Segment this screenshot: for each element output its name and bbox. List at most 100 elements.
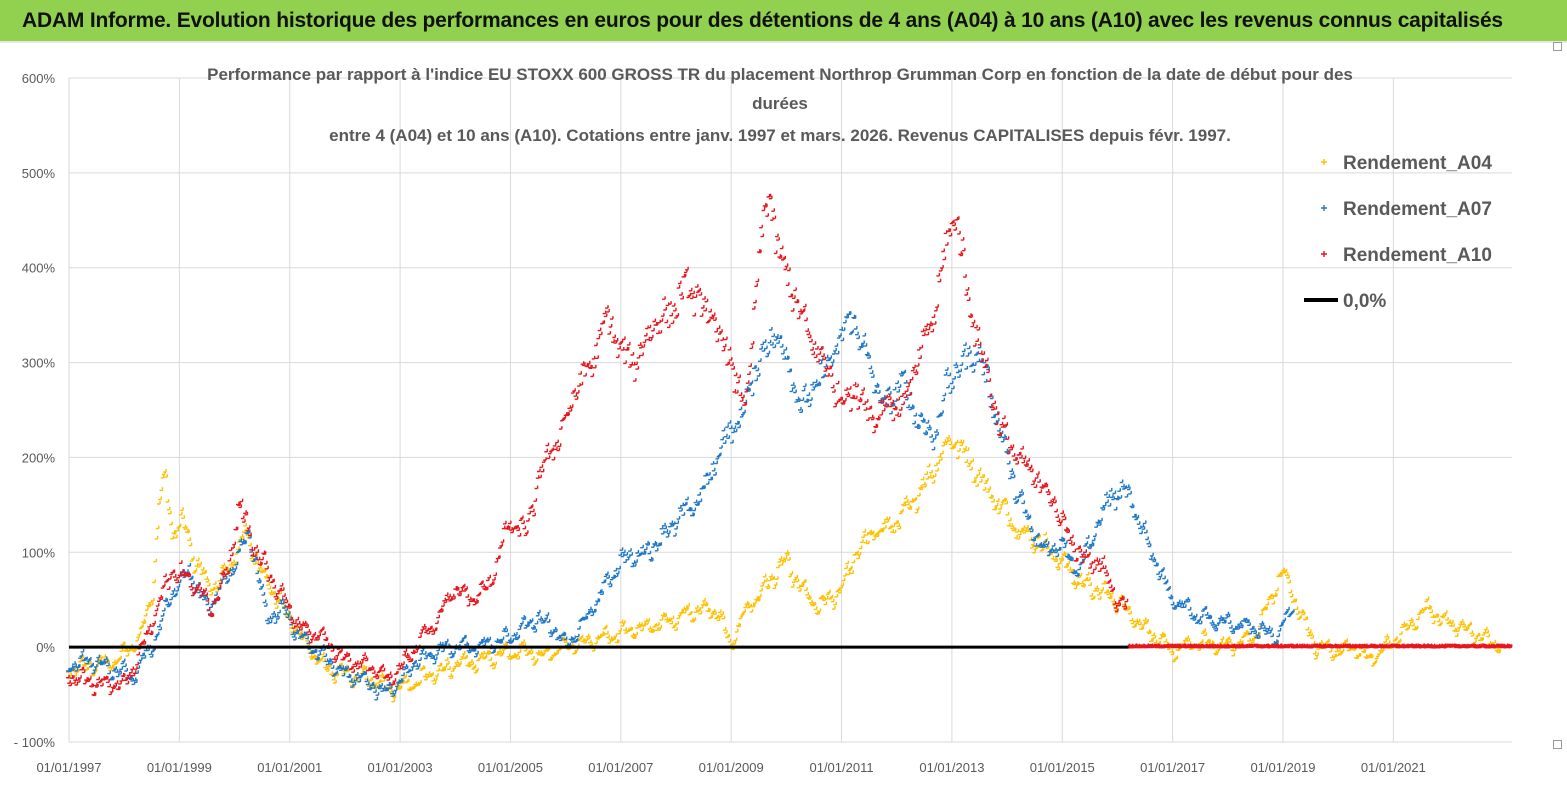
point-a04 xyxy=(727,638,732,643)
point-a10 xyxy=(250,552,255,556)
point-a07 xyxy=(968,350,972,354)
point-a04 xyxy=(1494,647,1499,652)
point-a07 xyxy=(671,521,676,526)
legend-item-a10[interactable]: Rendement_A10 xyxy=(1321,245,1492,266)
point-a07 xyxy=(935,432,939,436)
point-a10 xyxy=(1111,587,1115,591)
point-a10 xyxy=(641,344,646,348)
point-a07 xyxy=(983,378,988,383)
legend-item-zero[interactable]: 0,0% xyxy=(1304,291,1386,312)
point-a10 xyxy=(649,334,654,339)
point-a04 xyxy=(447,666,451,670)
point-a04 xyxy=(588,639,592,644)
point-a04 xyxy=(1314,655,1318,660)
point-a10 xyxy=(1033,484,1038,488)
series-a07 xyxy=(66,311,1295,701)
point-a07 xyxy=(768,327,773,331)
legend-item-a07[interactable]: Rendement_A07 xyxy=(1321,199,1492,220)
legend-label: Rendement_A04 xyxy=(1343,153,1492,174)
point-a10 xyxy=(568,408,573,412)
point-a07 xyxy=(1119,479,1124,484)
point-a04 xyxy=(724,629,728,634)
point-a10 xyxy=(1108,584,1113,589)
point-a04 xyxy=(807,596,812,600)
point-a04 xyxy=(1384,633,1389,638)
point-a07 xyxy=(1053,547,1057,552)
legend-plus-marker xyxy=(1321,205,1327,211)
point-a07 xyxy=(663,525,667,530)
point-a07 xyxy=(1144,529,1148,534)
point-a04 xyxy=(1140,626,1145,630)
legend-item-a04[interactable]: Rendement_A04 xyxy=(1321,153,1492,174)
point-a07 xyxy=(1111,496,1115,501)
point-a07 xyxy=(1277,627,1282,632)
point-a10 xyxy=(927,321,932,325)
point-a04 xyxy=(702,597,706,602)
y-axis-ticks: - 100%0%100%200%300%400%500%600% xyxy=(14,71,56,750)
point-a04 xyxy=(1094,585,1098,590)
point-a10 xyxy=(640,352,644,357)
point-a04 xyxy=(1244,630,1249,635)
point-a10 xyxy=(405,654,410,659)
point-a10 xyxy=(977,341,982,346)
point-a10 xyxy=(642,339,647,344)
point-a04 xyxy=(707,608,711,613)
point-a10 xyxy=(526,518,530,522)
point-a10 xyxy=(811,351,816,356)
resize-handle-bottom-right[interactable] xyxy=(1553,740,1562,749)
point-a04 xyxy=(1100,587,1104,591)
point-a04 xyxy=(267,585,272,590)
point-a07 xyxy=(964,366,969,370)
point-a07 xyxy=(1065,553,1069,558)
resize-handle-top-right[interactable] xyxy=(1553,42,1562,51)
point-a07 xyxy=(1077,566,1081,571)
point-a10 xyxy=(919,344,924,349)
point-a10 xyxy=(180,569,184,573)
point-a04 xyxy=(85,666,90,671)
point-a07 xyxy=(561,631,565,636)
point-a04 xyxy=(239,534,244,538)
point-a10 xyxy=(146,628,150,632)
point-a10 xyxy=(76,679,81,683)
point-a07 xyxy=(858,343,863,348)
point-a10 xyxy=(572,388,576,392)
series-a10 xyxy=(66,193,1129,697)
point-a04 xyxy=(1031,541,1035,546)
point-a10 xyxy=(876,416,881,421)
point-a10 xyxy=(849,408,853,412)
point-a10 xyxy=(198,586,202,591)
point-a10 xyxy=(579,381,584,386)
point-a10 xyxy=(801,308,806,312)
point-a04 xyxy=(1203,632,1208,636)
legend[interactable]: Rendement_A04 Rendement_A07 Rendement_A10 0… xyxy=(1304,153,1492,312)
point-a10 xyxy=(583,372,587,377)
point-a04 xyxy=(605,630,609,635)
point-a07 xyxy=(838,333,842,337)
point-a10 xyxy=(918,355,922,359)
point-a10 xyxy=(562,415,567,420)
point-a04 xyxy=(785,552,790,556)
point-a04 xyxy=(522,642,527,647)
point-a07 xyxy=(93,664,98,668)
point-a10 xyxy=(926,326,931,331)
point-a10 xyxy=(1114,608,1119,613)
point-a10 xyxy=(1074,558,1079,562)
point-a07 xyxy=(685,496,689,501)
point-a04 xyxy=(1145,618,1149,623)
point-a07 xyxy=(615,570,620,575)
point-a04 xyxy=(166,506,171,511)
point-a10 xyxy=(533,498,538,502)
point-a04 xyxy=(1097,596,1102,600)
point-a07 xyxy=(408,673,412,678)
point-a07 xyxy=(876,390,881,394)
point-a10 xyxy=(891,417,896,422)
point-a10 xyxy=(952,222,956,227)
point-a07 xyxy=(776,340,780,344)
point-a10 xyxy=(762,202,767,207)
point-a10 xyxy=(700,305,705,309)
point-a04 xyxy=(1373,659,1378,664)
point-a04 xyxy=(742,609,746,613)
point-a10 xyxy=(620,347,625,351)
point-a10 xyxy=(727,346,732,351)
point-a10 xyxy=(590,373,595,378)
